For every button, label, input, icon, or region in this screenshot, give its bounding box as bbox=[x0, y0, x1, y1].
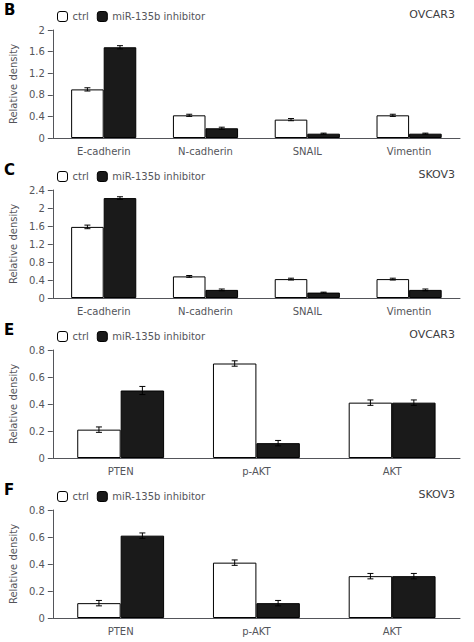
svg-text:p-AKT: p-AKT bbox=[242, 466, 271, 477]
svg-text:F: F bbox=[4, 481, 14, 499]
svg-text:SNAIL: SNAIL bbox=[293, 146, 323, 157]
svg-text:OVCAR3: OVCAR3 bbox=[409, 328, 455, 341]
svg-text:Vimentin: Vimentin bbox=[387, 306, 432, 317]
svg-text:OVCAR3: OVCAR3 bbox=[409, 8, 455, 21]
svg-text:PTEN: PTEN bbox=[108, 626, 134, 637]
svg-text:0.6: 0.6 bbox=[29, 372, 45, 383]
svg-text:AKT: AKT bbox=[383, 626, 403, 637]
svg-text:Relative density: Relative density bbox=[8, 364, 19, 444]
svg-text:0.2: 0.2 bbox=[29, 426, 45, 437]
svg-text:E-cadherin: E-cadherin bbox=[77, 146, 131, 157]
svg-text:SKOV3: SKOV3 bbox=[418, 488, 455, 501]
svg-text:ctrl: ctrl bbox=[73, 331, 89, 342]
svg-text:p-AKT: p-AKT bbox=[242, 626, 271, 637]
svg-text:N-cadherin: N-cadherin bbox=[178, 306, 233, 317]
svg-text:miR-135b inhibitor: miR-135b inhibitor bbox=[112, 491, 206, 502]
svg-text:SKOV3: SKOV3 bbox=[418, 168, 455, 181]
svg-text:0.4: 0.4 bbox=[29, 275, 45, 286]
svg-text:0.6: 0.6 bbox=[29, 532, 45, 543]
svg-text:0.8: 0.8 bbox=[29, 89, 45, 100]
svg-text:Relative density: Relative density bbox=[8, 44, 19, 124]
svg-text:0.2: 0.2 bbox=[29, 586, 45, 597]
svg-text:miR-135b inhibitor: miR-135b inhibitor bbox=[112, 331, 206, 342]
svg-text:N-cadherin: N-cadherin bbox=[178, 146, 233, 157]
svg-text:0.8: 0.8 bbox=[29, 345, 45, 356]
svg-text:0.8: 0.8 bbox=[29, 505, 45, 516]
svg-text:E-cadherin: E-cadherin bbox=[77, 306, 131, 317]
svg-text:Vimentin: Vimentin bbox=[387, 146, 432, 157]
svg-text:Relative density: Relative density bbox=[8, 524, 19, 604]
svg-text:0.4: 0.4 bbox=[29, 399, 45, 410]
svg-text:0.4: 0.4 bbox=[29, 111, 45, 122]
svg-text:SNAIL: SNAIL bbox=[293, 306, 323, 317]
svg-text:PTEN: PTEN bbox=[108, 466, 134, 477]
svg-text:0.8: 0.8 bbox=[29, 257, 45, 268]
svg-text:1.2: 1.2 bbox=[29, 68, 45, 79]
svg-text:2: 2 bbox=[38, 203, 44, 214]
svg-text:1.6: 1.6 bbox=[29, 46, 45, 57]
svg-text:0: 0 bbox=[38, 133, 44, 144]
svg-text:2.4: 2.4 bbox=[29, 185, 45, 196]
svg-text:C: C bbox=[4, 161, 15, 179]
svg-text:miR-135b inhibitor: miR-135b inhibitor bbox=[112, 11, 206, 22]
svg-text:ctrl: ctrl bbox=[73, 491, 89, 502]
svg-text:AKT: AKT bbox=[383, 466, 403, 477]
svg-text:ctrl: ctrl bbox=[73, 11, 89, 22]
svg-text:0: 0 bbox=[38, 453, 44, 464]
svg-text:1.6: 1.6 bbox=[29, 221, 45, 232]
svg-text:B: B bbox=[4, 1, 15, 19]
svg-text:0: 0 bbox=[38, 293, 44, 304]
svg-text:Relative density: Relative density bbox=[8, 204, 19, 284]
svg-text:0.4: 0.4 bbox=[29, 559, 45, 570]
svg-text:E: E bbox=[4, 321, 14, 339]
svg-text:miR-135b inhibitor: miR-135b inhibitor bbox=[112, 171, 206, 182]
svg-text:0: 0 bbox=[38, 613, 44, 624]
svg-text:1.2: 1.2 bbox=[29, 239, 45, 250]
svg-text:2: 2 bbox=[38, 25, 44, 36]
svg-text:ctrl: ctrl bbox=[73, 171, 89, 182]
